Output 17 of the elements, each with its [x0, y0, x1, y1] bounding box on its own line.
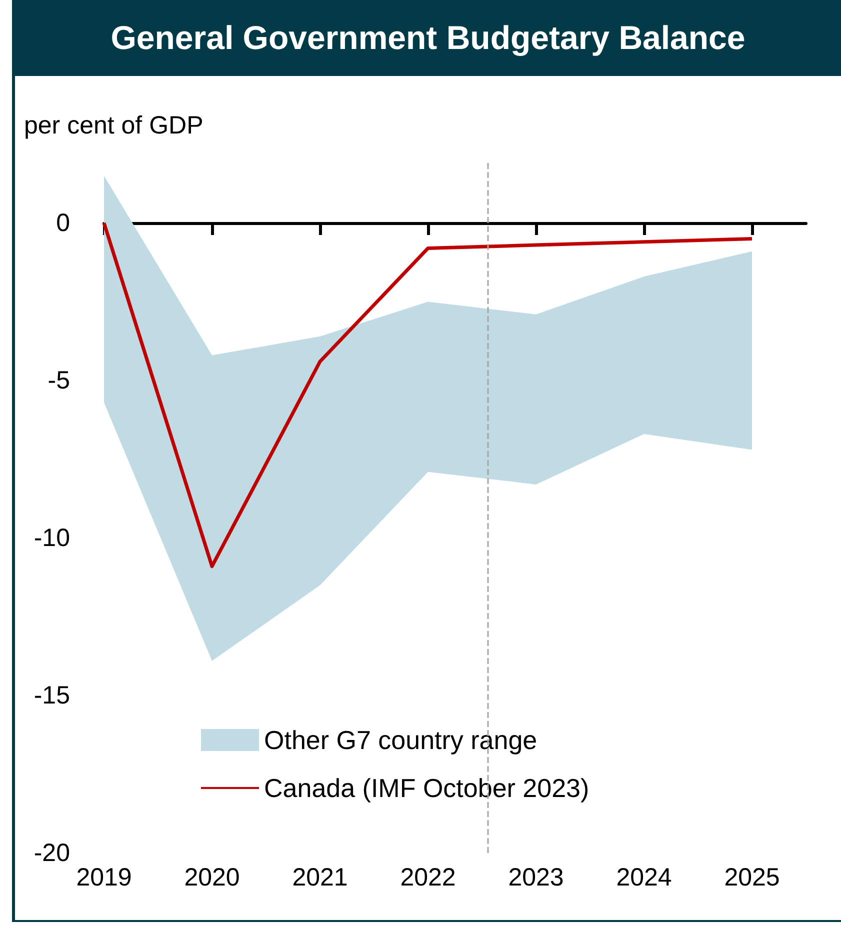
chart-title: General Government Budgetary Balance: [15, 0, 841, 76]
line-series: [102, 221, 754, 568]
x-tick-label: 2023: [508, 864, 564, 892]
y-tick-label: 0: [56, 209, 70, 237]
x-tick-label: 2020: [184, 864, 240, 892]
legend-label: Canada (IMF October 2023): [264, 773, 590, 803]
y-axis-title: per cent of GDP: [24, 112, 204, 140]
x-tick-label: 2019: [76, 864, 132, 892]
x-tick-label: 2025: [724, 864, 780, 892]
x-tick-label: 2022: [400, 864, 456, 892]
x-tick-label: 2024: [616, 864, 672, 892]
y-tick-label: -15: [34, 682, 70, 710]
legend-label: Other G7 country range: [264, 725, 538, 755]
y-tick-label: -5: [48, 366, 70, 394]
y-tick-label: -10: [34, 524, 70, 552]
x-tick-label: 2021: [292, 864, 348, 892]
y-tick-label: -20: [34, 839, 70, 867]
